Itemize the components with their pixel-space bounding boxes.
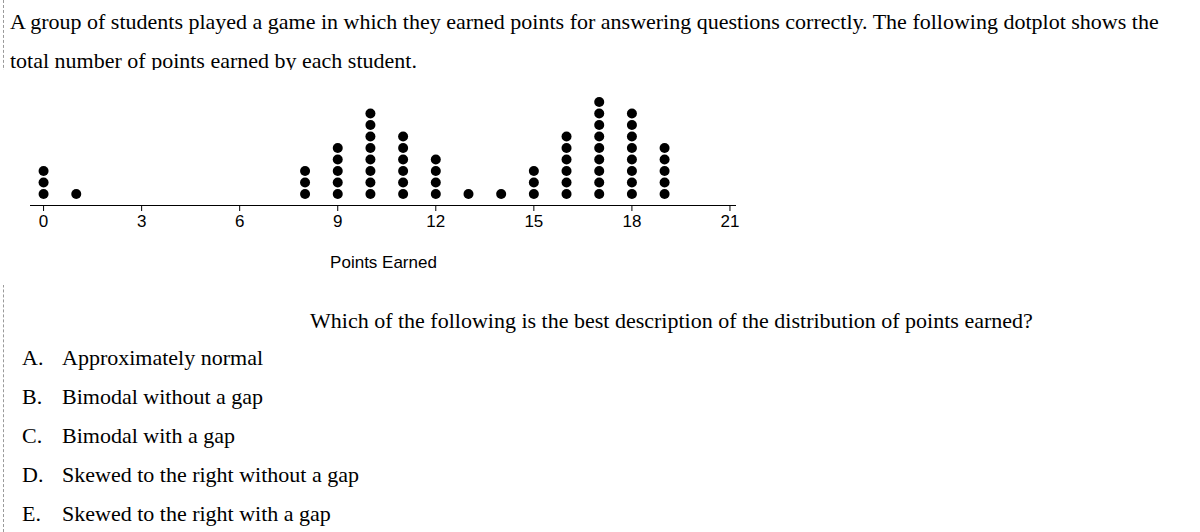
- svg-text:0: 0: [39, 212, 48, 231]
- svg-text:3: 3: [137, 212, 146, 231]
- html-text:Skewed to the right without a: Skewed to the right without a gap: [62, 462, 359, 487]
- svg-text:18: 18: [622, 212, 641, 231]
- svg-text:15: 15: [524, 212, 543, 231]
- svg-text:6: 6: [235, 212, 244, 231]
- html-text:B.: B.: [22, 384, 43, 409]
- html-text:E.: E.: [22, 501, 41, 526]
- html-text:A.: A.: [22, 345, 44, 370]
- svg-text:12: 12: [426, 212, 445, 231]
- svg-text:Points Earned: Points Earned: [330, 253, 437, 272]
- html-text:A group of students played a g: A group of students played a game in whi…: [10, 9, 1159, 73]
- svg-text:9: 9: [333, 212, 342, 231]
- html-text:D.: D.: [22, 462, 44, 487]
- html-text:Approximately normal: Approximately normal: [62, 345, 263, 370]
- html-text:Bimodal with a gap: Bimodal with a gap: [62, 423, 235, 448]
- html-text:C.: C.: [22, 423, 43, 448]
- html-text:Skewed to the right with a gap: Skewed to the right with a gap: [62, 501, 331, 526]
- html-text:Which of the following is the: Which of the following is the best descr…: [310, 308, 1033, 333]
- html-text:Bimodal without a gap: Bimodal without a gap: [62, 384, 263, 409]
- svg-text:21: 21: [721, 212, 740, 231]
